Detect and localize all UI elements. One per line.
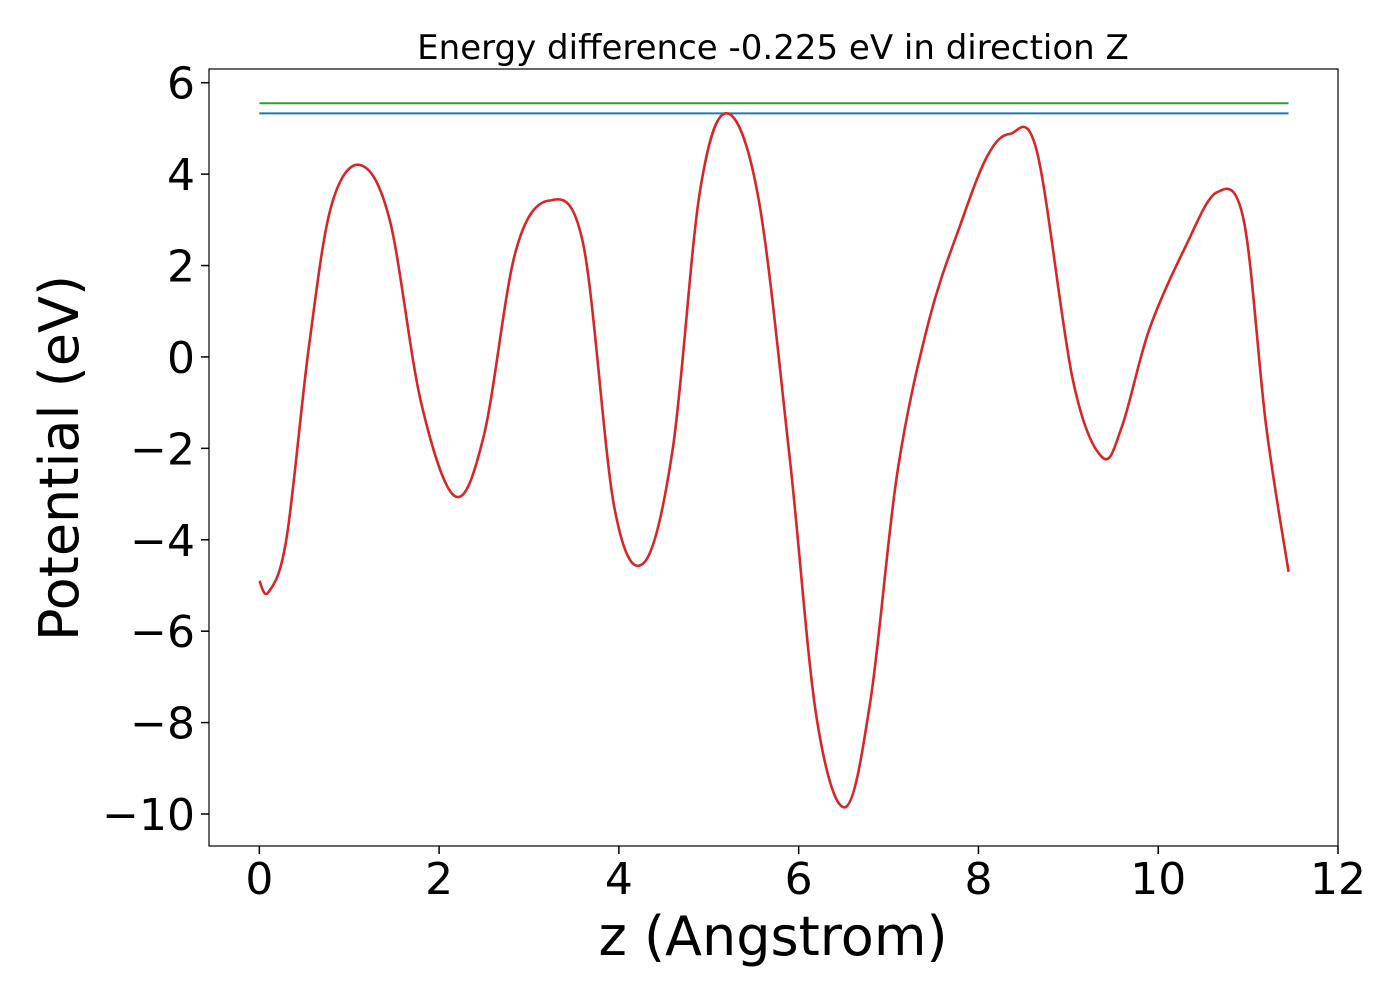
x-tick-label-2: 4 [605, 854, 633, 905]
x-tick-label-4: 8 [964, 854, 992, 905]
y-tick-label-3: 0 [167, 333, 195, 384]
x-tick-label-5: 10 [1130, 854, 1186, 905]
chart-title: Energy difference -0.225 eV in direction… [417, 28, 1129, 68]
y-tick-label-8: −10 [102, 790, 195, 841]
x-axis-label: z (Angstrom) [598, 905, 947, 968]
x-tick-label-0: 0 [245, 854, 273, 905]
series-line-2 [258, 112, 1290, 809]
y-tick-label-5: −4 [130, 516, 195, 567]
y-axis-label: Potential (eV) [28, 275, 91, 641]
y-tick-label-4: −2 [130, 424, 195, 475]
y-tick-label-6: −6 [130, 607, 195, 658]
y-axis: 6 4 2 0 −2 −4 −6 −8 −10 [102, 59, 209, 841]
y-tick-label-1: 4 [167, 150, 195, 201]
plot-frame [208, 68, 1339, 847]
x-tick-label-3: 6 [785, 854, 813, 905]
x-tick-label-6: 12 [1310, 854, 1366, 905]
x-axis: 0 2 4 6 8 10 12 [245, 846, 1366, 905]
y-tick-label-0: 6 [167, 59, 195, 110]
y-tick-label-7: −8 [130, 699, 195, 750]
y-tick-label-2: 2 [167, 242, 195, 293]
x-tick-label-1: 2 [425, 854, 453, 905]
plot-area [258, 102, 1290, 809]
